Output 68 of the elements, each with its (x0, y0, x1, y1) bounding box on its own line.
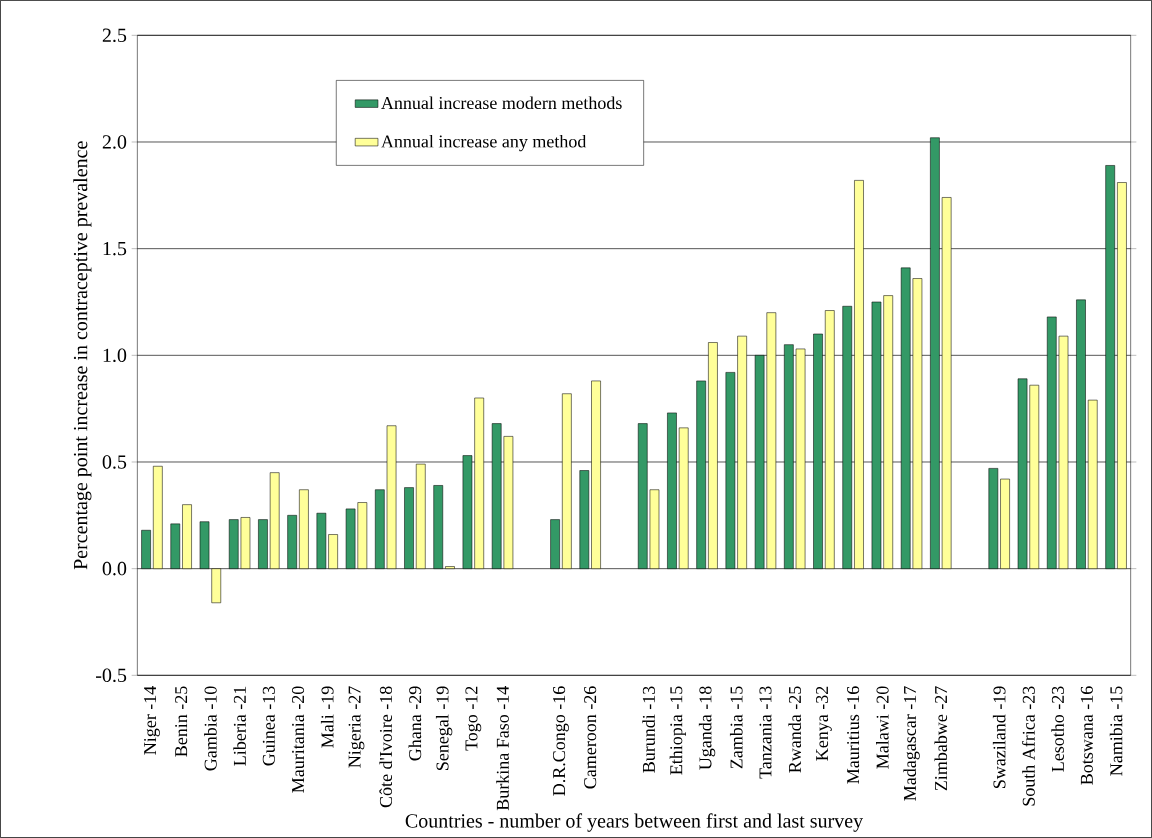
x-tick-label: Namibia -15 (1109, 686, 1123, 776)
y-tick-label: 0.5 (102, 455, 127, 469)
x-tick-label: South Africa -23 (1021, 686, 1035, 806)
bar (854, 180, 864, 569)
y-tick-label: 0.0 (102, 561, 127, 576)
x-tick-label: Cameroon -26 (584, 686, 597, 789)
y-tick-label: -0.5 (96, 668, 127, 683)
legend-label: Annual increase modern methods (381, 96, 622, 110)
y-axis-title: Percentage point increase in contraceptive prevalence (73, 141, 92, 570)
bar (562, 393, 572, 569)
x-tick-label: Ghana -29 (408, 686, 422, 761)
x-tick-label: Côte d'Ivoire -18 (379, 686, 393, 808)
x-axis-title: Countries - number of years between first and last survey (405, 813, 864, 832)
bar (667, 412, 677, 569)
bar (696, 380, 706, 569)
x-tick-label: Togo -12 (465, 686, 482, 751)
bar (1076, 299, 1086, 569)
bar (153, 465, 163, 569)
bar (182, 504, 192, 569)
bar (842, 305, 853, 569)
x-tick-label: D.R.Congo -16 (553, 686, 569, 796)
bar (170, 523, 181, 569)
x-tick-label: Kenya -32 (816, 686, 832, 761)
bar (404, 487, 414, 569)
bar (1105, 165, 1115, 569)
bar (591, 380, 601, 569)
x-tick-label: Niger -14 (144, 686, 160, 755)
bar (141, 529, 151, 569)
bar (579, 470, 590, 569)
x-tick-label: Mali -19 (320, 686, 334, 748)
x-tick-label: Guinea -13 (262, 686, 275, 766)
bar (678, 427, 689, 569)
x-tick-label: Burundi -13 (642, 686, 655, 773)
y-tick-label: 2.0 (102, 135, 127, 149)
x-tick-label: Malawi -20 (876, 686, 889, 769)
x-tick-label: Gambia -10 (204, 686, 217, 771)
y-tick-label: 1.5 (103, 241, 127, 256)
bar (415, 463, 426, 569)
bar (1117, 182, 1127, 569)
bar (813, 333, 823, 569)
x-tick-label: Mauritius -16 (847, 686, 860, 784)
x-tick-label: Ethiopia -15 (669, 686, 686, 775)
x-tick-label: Zimbabwe -27 (934, 686, 948, 791)
x-tick-label: Lesotho -23 (1051, 686, 1064, 772)
bar (287, 515, 297, 569)
y-tick-label: 1.0 (103, 348, 127, 363)
x-tick-label: Nigeria -27 (348, 686, 365, 768)
x-tick-label: Rwanda -25 (788, 686, 802, 773)
x-tick-label: Mauritania -20 (291, 686, 305, 793)
bar (708, 342, 718, 569)
y-tick-label: 2.5 (102, 28, 127, 43)
x-tick-label: Zambia -15 (729, 686, 743, 769)
bar (433, 485, 444, 569)
bar (299, 489, 309, 569)
x-tick-label: Senegal -19 (435, 686, 453, 770)
legend-label: Annual increase any method (381, 134, 587, 152)
x-tick-label: Botswana -16 (1080, 686, 1093, 785)
x-tick-label: Benin -25 (175, 686, 188, 757)
x-tick-label: Madagascar -17 (903, 686, 920, 801)
bar (550, 519, 560, 569)
x-tick-label: Liberia -21 (233, 686, 246, 766)
bar (1087, 399, 1098, 569)
bar (824, 310, 835, 569)
x-tick-label: Swaziland -19 (992, 686, 1006, 788)
x-tick-label: Uganda -18 (698, 686, 716, 770)
bar (445, 566, 455, 569)
x-tick-label: Tanzania -13 (759, 686, 772, 779)
x-tick-label: Burkina Faso -14 (496, 686, 509, 811)
